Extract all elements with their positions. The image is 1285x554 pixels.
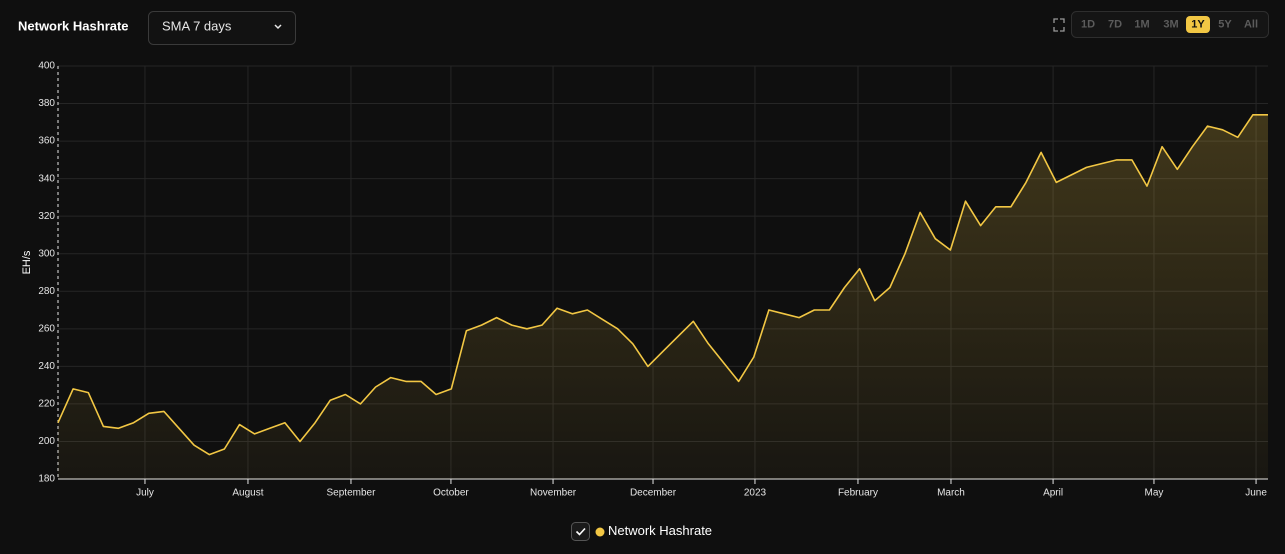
dropdown-caret: [274, 24, 282, 30]
range-button[interactable]: 1Y: [1191, 18, 1205, 30]
range-button[interactable]: 1D: [1081, 18, 1095, 30]
x-tick-label: June: [1245, 488, 1267, 499]
x-tick-label: April: [1043, 488, 1063, 499]
x-tick-label: February: [838, 488, 878, 499]
range-button[interactable]: 3M: [1163, 18, 1178, 30]
range-active-bg: [1186, 16, 1210, 33]
y-axis-label: EH/s: [21, 250, 33, 274]
checkmark: [575, 527, 586, 536]
y-tick-label: 340: [38, 173, 55, 184]
y-tick-label: 380: [38, 98, 55, 109]
range-button[interactable]: 1M: [1134, 18, 1149, 30]
legend-dot: [595, 527, 605, 537]
x-tick-label: September: [327, 488, 377, 499]
dropdown-label: SMA 7 days: [162, 18, 232, 33]
area-fill: [58, 114, 1268, 480]
line: [57, 114, 1268, 456]
y-tick-label: 320: [38, 211, 55, 222]
x-tick-label: July: [136, 488, 154, 499]
dropdown[interactable]: [148, 11, 296, 45]
title: Network Hashrate: [18, 18, 129, 33]
y-tick-label: 200: [38, 436, 55, 447]
x-tick-label: August: [232, 488, 263, 499]
fullscreen-icon[interactable]: [1053, 18, 1065, 32]
y-tick-label: 260: [38, 323, 55, 334]
x-tick-label: May: [1145, 488, 1164, 499]
range-button[interactable]: All: [1244, 18, 1258, 30]
x-tick-label: March: [937, 488, 965, 499]
legend-checkbox[interactable]: [571, 522, 590, 541]
range-group: [1071, 11, 1269, 38]
x-tick-label: November: [530, 488, 577, 499]
x-tick-label: October: [433, 488, 469, 499]
y-tick-label: 280: [38, 286, 55, 297]
x-tick-label: 2023: [744, 488, 767, 499]
range-button[interactable]: 5Y: [1218, 18, 1232, 30]
y-tick-label: 400: [38, 61, 55, 72]
x-tick-label: December: [630, 488, 677, 499]
range-button[interactable]: 7D: [1108, 18, 1122, 30]
y-tick-label: 360: [38, 136, 55, 147]
y-tick-label: 240: [38, 361, 55, 372]
y-tick-label: 220: [38, 399, 55, 410]
y-tick-label: 180: [38, 474, 55, 485]
y-tick-label: 300: [38, 248, 55, 259]
legend-label: Network Hashrate: [608, 523, 712, 538]
